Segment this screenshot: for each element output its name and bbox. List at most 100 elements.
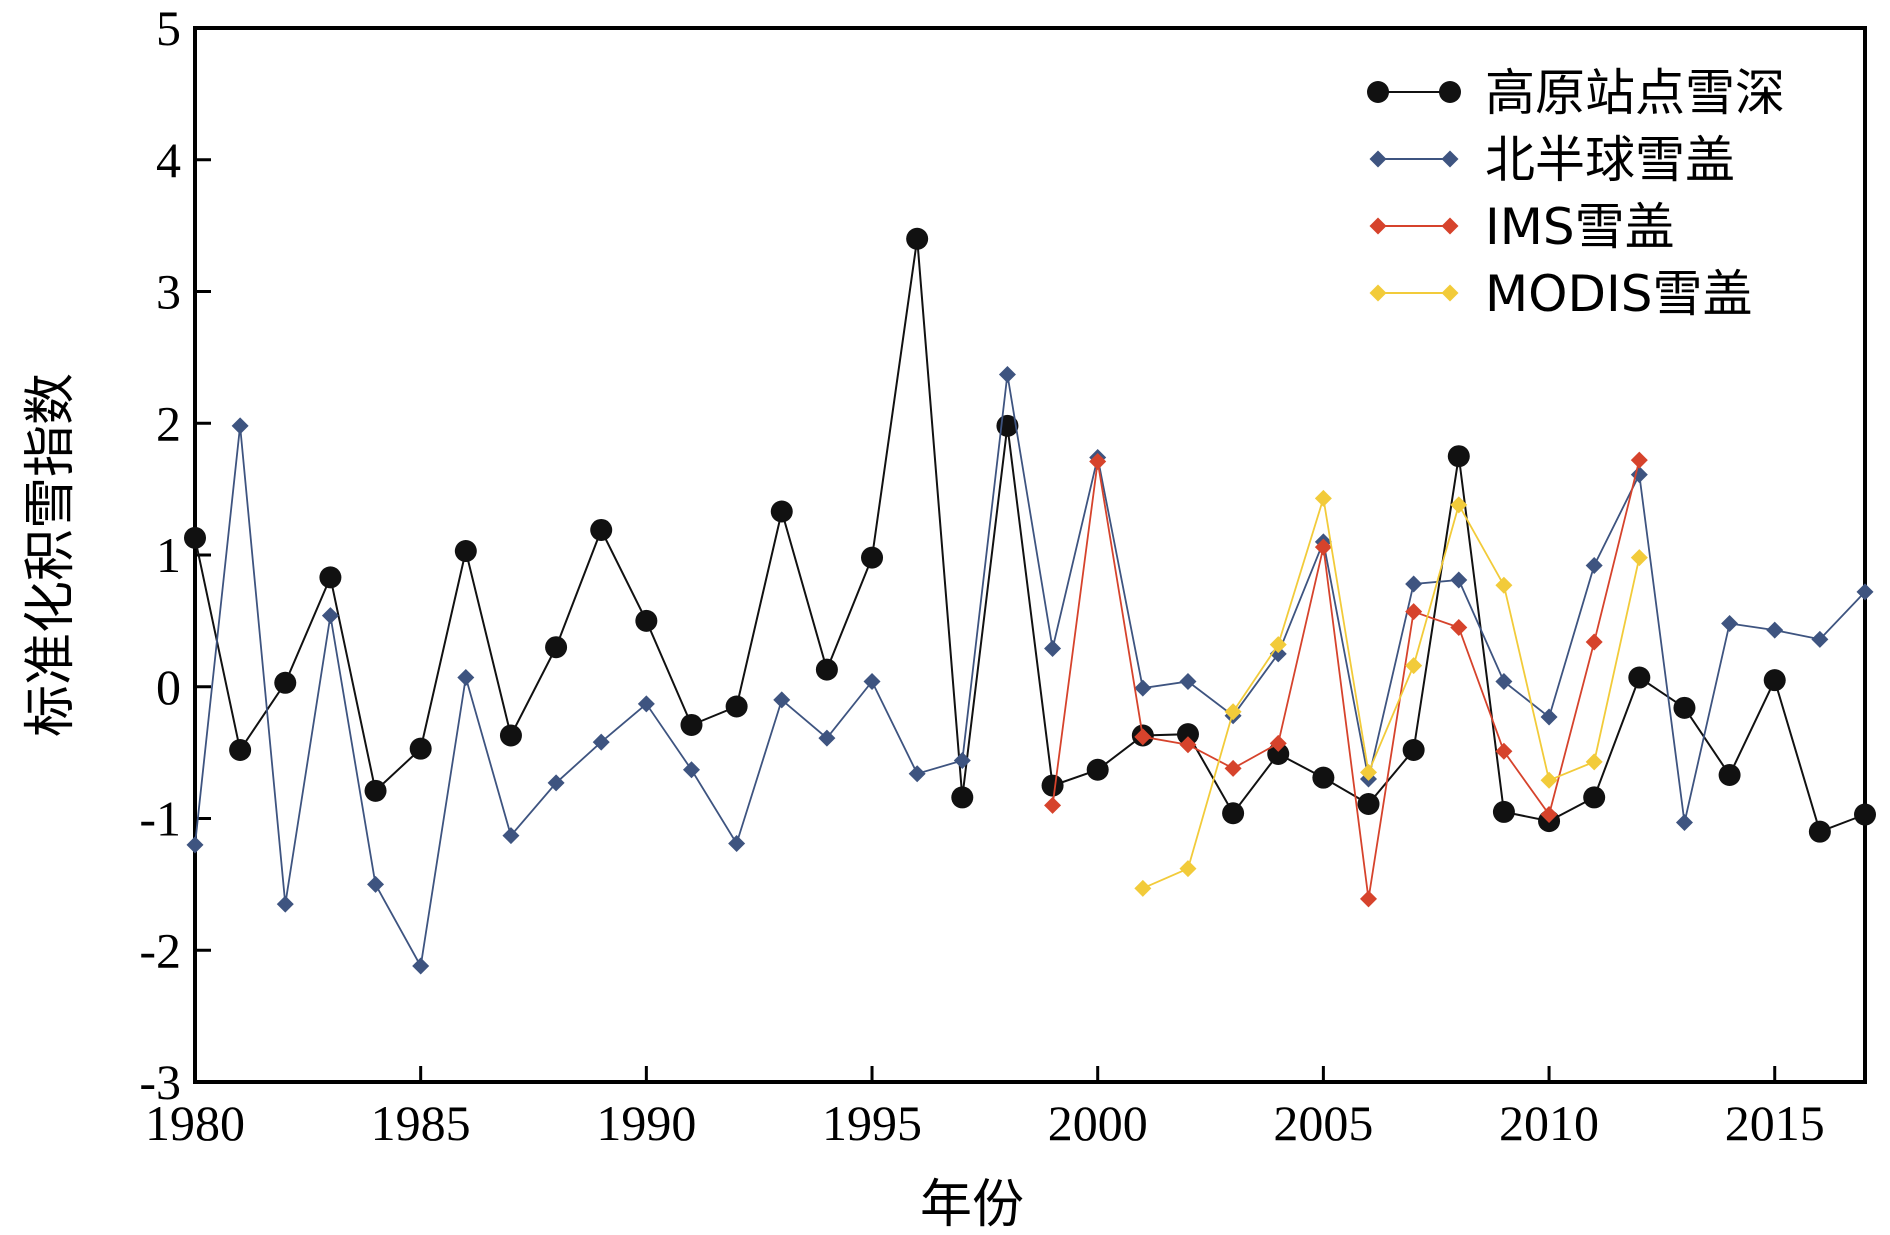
- data-point-3-2012: [1630, 451, 1648, 469]
- legend-marker-start-4: [1369, 284, 1387, 302]
- y-tick-label-5: 5: [156, 0, 181, 56]
- data-point-2-2017: [1856, 583, 1874, 601]
- data-point-1-1992: [725, 695, 748, 718]
- y-tick-label-0: 0: [156, 659, 181, 715]
- series-2: [186, 366, 1874, 975]
- data-point-4-2011: [1585, 753, 1603, 771]
- x-tick-label-2005: 2005: [1273, 1095, 1373, 1151]
- data-point-2-1998: [998, 366, 1016, 384]
- legend-item-4: MODIS雪盖: [1369, 265, 1752, 323]
- data-point-4-2008: [1450, 496, 1468, 514]
- data-point-2-1982: [276, 895, 294, 913]
- data-point-2-2013: [1675, 813, 1693, 831]
- series-line-4: [1142, 498, 1641, 890]
- data-point-1-1993: [770, 500, 793, 523]
- data-point-1-1988: [545, 636, 568, 659]
- data-point-4-2004: [1269, 636, 1287, 654]
- data-point-2-1996: [908, 765, 926, 783]
- y-tick-label--3: -3: [139, 1054, 181, 1110]
- data-point-2-1985: [412, 957, 430, 975]
- data-point-2-2015: [1766, 621, 1784, 639]
- data-point-4-2012: [1630, 549, 1648, 567]
- legend-item-3: IMS雪盖: [1369, 198, 1675, 256]
- data-point-2-1990: [637, 695, 655, 713]
- data-point-1-2000: [1086, 758, 1109, 781]
- data-point-2-1984: [367, 875, 385, 893]
- data-point-2-1986: [457, 669, 475, 687]
- data-point-3-2011: [1585, 633, 1603, 651]
- data-point-3-2006: [1360, 890, 1378, 908]
- data-point-2-2010: [1540, 708, 1558, 726]
- y-axis-title: 标准化积雪指数: [21, 373, 81, 737]
- data-point-4-2009: [1495, 576, 1513, 594]
- data-point-2-2011: [1585, 557, 1603, 575]
- data-point-2-1981: [231, 417, 249, 435]
- data-point-4-2010: [1540, 771, 1558, 789]
- data-point-2-2009: [1495, 672, 1513, 690]
- data-point-2-1987: [502, 827, 520, 845]
- data-point-4-2005: [1314, 489, 1332, 507]
- data-point-2-2002: [1179, 672, 1197, 690]
- x-tick-label-2000: 2000: [1048, 1095, 1148, 1151]
- x-axis: 1980 1985 1990 1995 2000 2005 2010 2015: [145, 1066, 1825, 1151]
- data-point-2-2008: [1450, 571, 1468, 589]
- data-point-2-1992: [728, 835, 746, 853]
- data-point-2-1995: [863, 672, 881, 690]
- data-point-1-2017: [1854, 803, 1876, 826]
- data-point-1-1985: [409, 737, 432, 760]
- data-point-2-1993: [773, 691, 791, 709]
- series-layer: [184, 227, 1876, 975]
- data-point-3-2002: [1179, 736, 1197, 754]
- data-point-2-2007: [1405, 575, 1423, 593]
- data-point-2-1999: [1044, 640, 1062, 658]
- y-tick-label--1: -1: [139, 791, 181, 847]
- x-tick-label-1995: 1995: [822, 1095, 922, 1151]
- data-point-4-2006: [1360, 763, 1378, 781]
- data-point-2-1989: [592, 733, 610, 751]
- data-point-4-2001: [1134, 879, 1152, 897]
- x-axis-title: 年份: [920, 1175, 1024, 1235]
- data-point-1-2015: [1763, 669, 1786, 692]
- y-tick-label-1: 1: [156, 527, 181, 583]
- legend-marker-start-2: [1369, 150, 1387, 168]
- data-point-1-2012: [1628, 666, 1651, 689]
- x-tick-label-2010: 2010: [1499, 1095, 1599, 1151]
- data-point-1-2016: [1808, 820, 1831, 843]
- data-point-1-1990: [635, 609, 658, 632]
- data-point-1-1987: [499, 724, 522, 747]
- data-point-3-2005: [1314, 538, 1332, 556]
- data-point-1-2008: [1447, 445, 1470, 468]
- series-1: [184, 227, 1876, 843]
- y-axis: 5 4 3 2 1 0 -1 -2 -3: [139, 0, 211, 1110]
- data-point-3-2001: [1134, 728, 1152, 746]
- data-point-2-1994: [818, 729, 836, 747]
- legend-item-1: 高原站点雪深: [1367, 64, 1785, 122]
- legend-label-2: 北半球雪盖: [1485, 131, 1735, 189]
- data-point-1-2013: [1673, 696, 1696, 719]
- data-point-1-2011: [1583, 786, 1606, 809]
- data-point-1-1983: [319, 566, 342, 589]
- data-point-3-2010: [1540, 806, 1558, 824]
- data-point-1-2006: [1357, 793, 1380, 816]
- legend-label-4: MODIS雪盖: [1485, 265, 1752, 323]
- x-tick-label-1985: 1985: [371, 1095, 471, 1151]
- data-point-1-1994: [815, 658, 838, 681]
- data-point-2-1997: [953, 752, 971, 770]
- legend-marker-start-1: [1367, 81, 1389, 103]
- legend-marker-end-3: [1441, 217, 1459, 235]
- y-tick-label-2: 2: [156, 395, 181, 451]
- data-point-1-1997: [951, 786, 974, 809]
- y-tick-label--2: -2: [139, 922, 181, 978]
- data-point-3-2008: [1450, 618, 1468, 636]
- legend-item-2: 北半球雪盖: [1369, 131, 1735, 189]
- data-point-1-2007: [1402, 738, 1425, 761]
- data-point-1-1991: [680, 713, 703, 736]
- series-4: [1134, 489, 1648, 897]
- data-point-1-2014: [1718, 764, 1741, 787]
- data-point-1-1996: [906, 227, 929, 250]
- series-line-2: [194, 374, 1866, 969]
- data-point-1-1982: [274, 671, 297, 694]
- x-tick-label-2015: 2015: [1725, 1095, 1825, 1151]
- series-3: [1044, 451, 1648, 908]
